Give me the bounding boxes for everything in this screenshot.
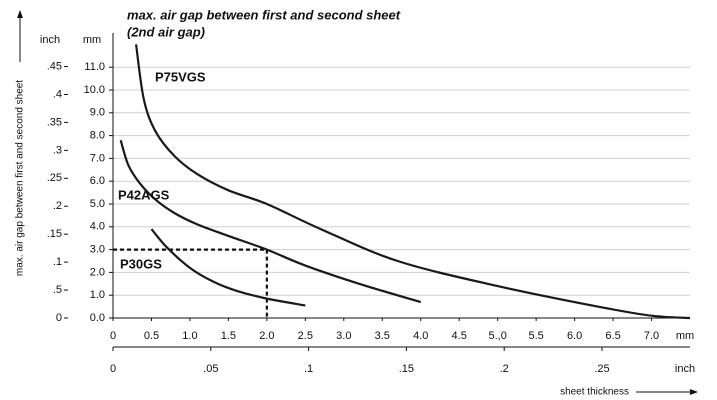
y2-tick-label: .3	[53, 144, 62, 156]
x-tick-label: 3.0	[336, 330, 351, 342]
y-axis-label: max. air gap between first and second sh…	[15, 80, 26, 276]
y-arrow-head	[17, 10, 23, 18]
y-unit: mm	[83, 34, 101, 46]
y-tick-label: 7.0	[90, 152, 105, 164]
y-tick-label: 4.0	[90, 221, 105, 233]
x-tick-label: 7.0	[644, 330, 659, 342]
y-tick-label: 0.0	[90, 312, 105, 324]
x-arrow-head	[690, 389, 698, 395]
y-tick-label: 1.0	[90, 289, 105, 301]
x-tick-label: 0.5	[144, 330, 159, 342]
x2-tick-label: .05	[203, 363, 218, 375]
x-tick-label: 2.5	[298, 330, 313, 342]
x-tick-label: 1.5	[221, 330, 236, 342]
x2-tick-label: .1	[304, 363, 313, 375]
y2-tick-label: .35	[47, 116, 62, 128]
x-tick-label: 6.5	[605, 330, 620, 342]
x-axis-label: sheet thickness	[560, 387, 629, 398]
series-label: P30GS	[120, 256, 162, 271]
y2-tick-label: .1	[53, 256, 62, 268]
y2-tick-label: .15	[47, 228, 62, 240]
y2-tick-label: .4	[53, 88, 62, 100]
y-tick-label: 9.0	[90, 107, 105, 119]
x2-tick-label: 0	[110, 363, 116, 375]
x-unit: mm	[676, 330, 694, 342]
x2-tick-label: .15	[399, 363, 414, 375]
x-tick-label: 3.5	[375, 330, 390, 342]
y-tick-label: 8.0	[90, 130, 105, 142]
y-tick-label: 2.0	[90, 266, 105, 278]
y-tick-label: 6.0	[90, 175, 105, 187]
y2-tick-label: .45	[47, 60, 62, 72]
chart-title: max. air gap between first and second sh…	[127, 7, 401, 22]
x-tick-label: 6.0	[567, 330, 582, 342]
y2-tick-label: 0	[56, 312, 62, 324]
x2-tick-label: .2	[500, 363, 509, 375]
y-tick-label: 3.0	[90, 244, 105, 256]
x2-tick-label: .25	[594, 363, 609, 375]
y-tick-label: 11.0	[84, 61, 105, 73]
x-tick-label: 4.5	[452, 330, 467, 342]
curve	[119, 139, 422, 304]
y-tick-label: 10.0	[84, 84, 105, 96]
y2-tick-label: .5	[53, 284, 62, 296]
curve	[150, 228, 306, 307]
series-label: P75VGS	[155, 69, 206, 84]
y2-unit: inch	[40, 34, 60, 46]
y2-tick-label: .25	[47, 172, 62, 184]
chart-subtitle: (2nd air gap)	[127, 24, 205, 39]
x-tick-label: 5.,0	[488, 330, 506, 342]
curve	[134, 44, 691, 320]
x-tick-label: 5.5	[528, 330, 543, 342]
y2-tick-label: .2	[53, 200, 62, 212]
x2-unit: inch	[675, 363, 695, 375]
x-tick-label: 4.0	[413, 330, 428, 342]
x-tick-label: 2.0	[259, 330, 274, 342]
series-label: P42AGS	[118, 187, 170, 202]
y-tick-label: 5.0	[90, 198, 105, 210]
x-tick-label: 0	[110, 330, 116, 342]
x-tick-label: 1.0	[182, 330, 197, 342]
